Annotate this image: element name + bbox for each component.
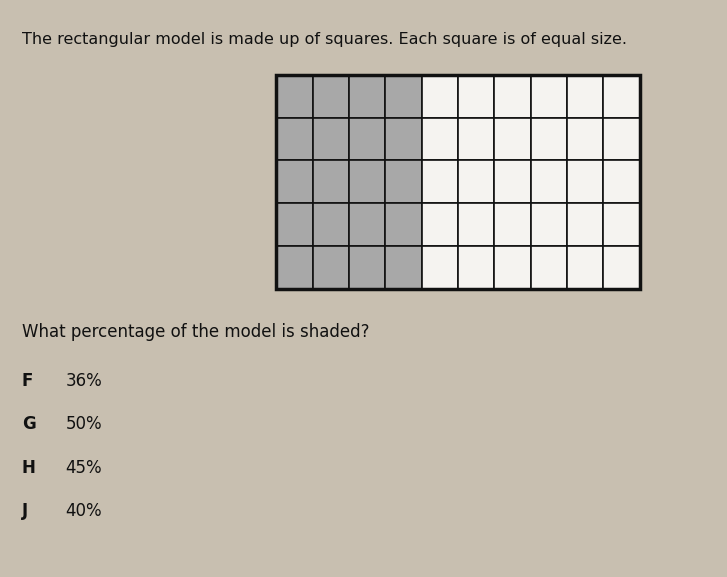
Bar xyxy=(458,203,494,246)
Bar xyxy=(458,246,494,288)
Bar xyxy=(458,118,494,160)
Text: 40%: 40% xyxy=(65,502,102,520)
Bar xyxy=(313,75,349,118)
Bar xyxy=(385,203,422,246)
Bar xyxy=(385,118,422,160)
Bar xyxy=(276,246,313,288)
Text: What percentage of the model is shaded?: What percentage of the model is shaded? xyxy=(22,323,369,341)
Bar xyxy=(276,75,313,118)
Bar xyxy=(385,246,422,288)
Text: 50%: 50% xyxy=(65,415,102,433)
Bar xyxy=(567,160,603,203)
Bar xyxy=(567,75,603,118)
Bar xyxy=(385,75,422,118)
Bar xyxy=(276,75,640,288)
Bar xyxy=(494,246,531,288)
Bar xyxy=(531,75,567,118)
Bar xyxy=(531,160,567,203)
Bar xyxy=(494,75,531,118)
Bar xyxy=(494,118,531,160)
Bar xyxy=(603,246,640,288)
Bar xyxy=(349,246,385,288)
Bar xyxy=(458,75,494,118)
Text: F: F xyxy=(22,372,33,390)
Bar xyxy=(603,75,640,118)
Bar xyxy=(313,160,349,203)
Bar xyxy=(531,118,567,160)
Bar xyxy=(276,118,313,160)
Text: J: J xyxy=(22,502,28,520)
Bar xyxy=(422,246,458,288)
Bar xyxy=(603,118,640,160)
Text: 36%: 36% xyxy=(65,372,103,390)
Text: The rectangular model is made up of squares. Each square is of equal size.: The rectangular model is made up of squa… xyxy=(22,32,627,47)
Bar xyxy=(349,118,385,160)
Bar xyxy=(385,160,422,203)
Text: G: G xyxy=(22,415,36,433)
Bar xyxy=(349,203,385,246)
Bar xyxy=(567,203,603,246)
Bar xyxy=(531,246,567,288)
Bar xyxy=(422,118,458,160)
Bar xyxy=(349,75,385,118)
Bar xyxy=(349,160,385,203)
Bar xyxy=(313,118,349,160)
Bar xyxy=(422,203,458,246)
Bar xyxy=(567,118,603,160)
Bar xyxy=(422,75,458,118)
Bar xyxy=(422,160,458,203)
Bar xyxy=(313,246,349,288)
Bar xyxy=(313,203,349,246)
Bar xyxy=(531,203,567,246)
Bar xyxy=(494,160,531,203)
Text: 45%: 45% xyxy=(65,459,102,477)
Bar xyxy=(494,203,531,246)
Text: H: H xyxy=(22,459,36,477)
Bar xyxy=(567,246,603,288)
Bar xyxy=(603,160,640,203)
Bar xyxy=(276,203,313,246)
Bar xyxy=(276,160,313,203)
Bar xyxy=(458,160,494,203)
Bar xyxy=(603,203,640,246)
